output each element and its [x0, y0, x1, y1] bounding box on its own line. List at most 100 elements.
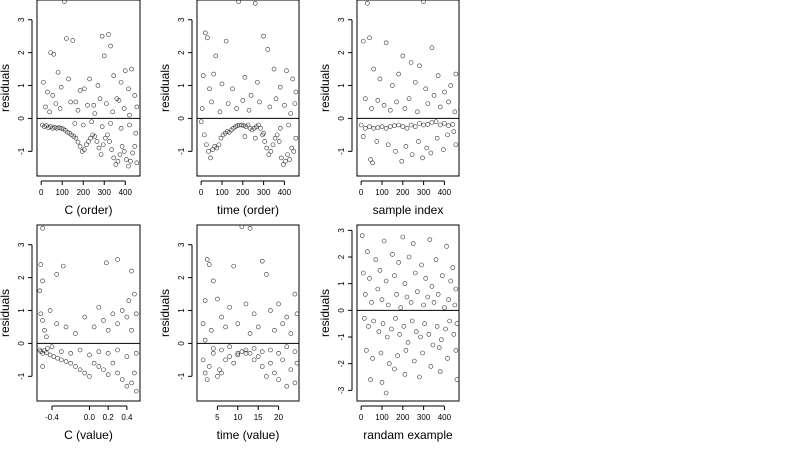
residual-point: [420, 350, 425, 356]
residual-point: [235, 352, 241, 358]
residual-point: [115, 257, 120, 262]
residual-point: [235, 350, 241, 356]
y-axis-label: residuals: [0, 289, 12, 337]
residual-point: [421, 302, 426, 308]
y-tick-label: 1: [17, 83, 26, 88]
residual-point: [251, 357, 257, 363]
residual-point: [259, 258, 265, 264]
residual-point: [77, 347, 83, 353]
residual-point: [277, 125, 283, 131]
residual-point: [396, 122, 401, 128]
y-tick-label: 2: [17, 275, 26, 280]
residual-point: [51, 51, 57, 57]
residual-point: [282, 102, 287, 108]
residual-point: [366, 324, 371, 329]
residual-point: [96, 304, 102, 310]
residual-point: [292, 380, 298, 386]
residual-point: [285, 152, 290, 157]
residual-point: [261, 33, 266, 39]
residual-point: [130, 150, 135, 156]
residual-point: [450, 265, 456, 270]
residual-point: [414, 329, 419, 334]
residual-point: [200, 357, 206, 363]
residual-point: [115, 158, 121, 164]
residual-point: [383, 278, 389, 284]
residual-point: [127, 122, 132, 128]
residual-point: [119, 377, 125, 382]
residual-point: [234, 106, 239, 111]
x-axis-label: time (value): [217, 428, 280, 442]
residual-point: [367, 124, 372, 129]
y-tick-label: 0: [17, 116, 26, 121]
residual-point: [40, 278, 45, 284]
residual-point: [45, 89, 50, 95]
residual-point: [110, 311, 116, 317]
x-tick-label: 100: [375, 413, 389, 422]
residual-point: [211, 350, 216, 356]
residual-point: [82, 314, 88, 320]
residual-point: [108, 43, 113, 49]
residual-point: [94, 139, 100, 144]
residual-point: [242, 75, 248, 80]
y-axis-label: residuals: [318, 64, 332, 112]
residual-point: [405, 340, 411, 345]
residual-point: [104, 101, 109, 106]
x-tick-label: 200: [77, 188, 91, 197]
y-tick-label: 0: [17, 341, 26, 346]
residual-point: [375, 286, 381, 292]
residual-point: [81, 86, 87, 92]
residual-point: [446, 297, 451, 302]
residual-point: [426, 332, 432, 337]
residual-point: [103, 260, 109, 266]
x-tick-label: 100: [56, 188, 70, 197]
y-tick-label: 3: [17, 17, 26, 22]
residual-point: [55, 355, 60, 361]
residual-point: [415, 289, 420, 294]
residual-point: [368, 377, 373, 382]
panel-5: 5 10 15 20 -1 0 1 2 3 time (value) residuals: [158, 224, 300, 442]
residual-point: [240, 98, 246, 103]
residual-point: [360, 134, 366, 139]
residual-point: [276, 301, 281, 307]
residual-point: [383, 125, 389, 131]
residual-point: [231, 263, 237, 269]
residual-point: [128, 158, 133, 164]
residual-point: [252, 135, 258, 141]
residual-point: [101, 53, 107, 59]
residual-point: [208, 155, 213, 161]
y-tick-label: 3: [17, 242, 26, 247]
residual-point: [417, 121, 422, 126]
residual-point: [75, 107, 81, 113]
x-tick-label: 300: [98, 188, 112, 197]
residual-point: [124, 354, 130, 359]
residual-point: [412, 79, 418, 85]
residual-point: [394, 99, 399, 105]
residual-point: [436, 345, 442, 350]
residual-point: [202, 337, 208, 343]
y-tick-label: 1: [17, 308, 26, 313]
x-tick-label: 200: [236, 188, 250, 197]
residual-point: [400, 53, 406, 59]
residual-point: [369, 300, 374, 305]
residual-point: [214, 145, 220, 151]
residual-point: [401, 324, 407, 329]
residual-point: [402, 281, 408, 286]
residual-point: [448, 83, 453, 88]
residual-point: [215, 374, 220, 379]
residual-point: [423, 86, 428, 92]
residual-point: [129, 380, 134, 386]
residual-point: [417, 63, 422, 69]
residual-point: [380, 321, 386, 326]
residual-point: [199, 106, 205, 111]
residual-point: [91, 324, 97, 330]
residual-point: [251, 311, 257, 317]
residual-point: [124, 383, 130, 389]
residual-point: [132, 291, 137, 297]
residual-point: [211, 71, 216, 77]
y-tick-label: 2: [337, 50, 346, 55]
residual-point: [206, 262, 212, 267]
residual-point: [427, 237, 433, 242]
residual-point: [419, 262, 424, 268]
plot-frame: [356, 224, 460, 402]
residual-point: [50, 93, 56, 98]
